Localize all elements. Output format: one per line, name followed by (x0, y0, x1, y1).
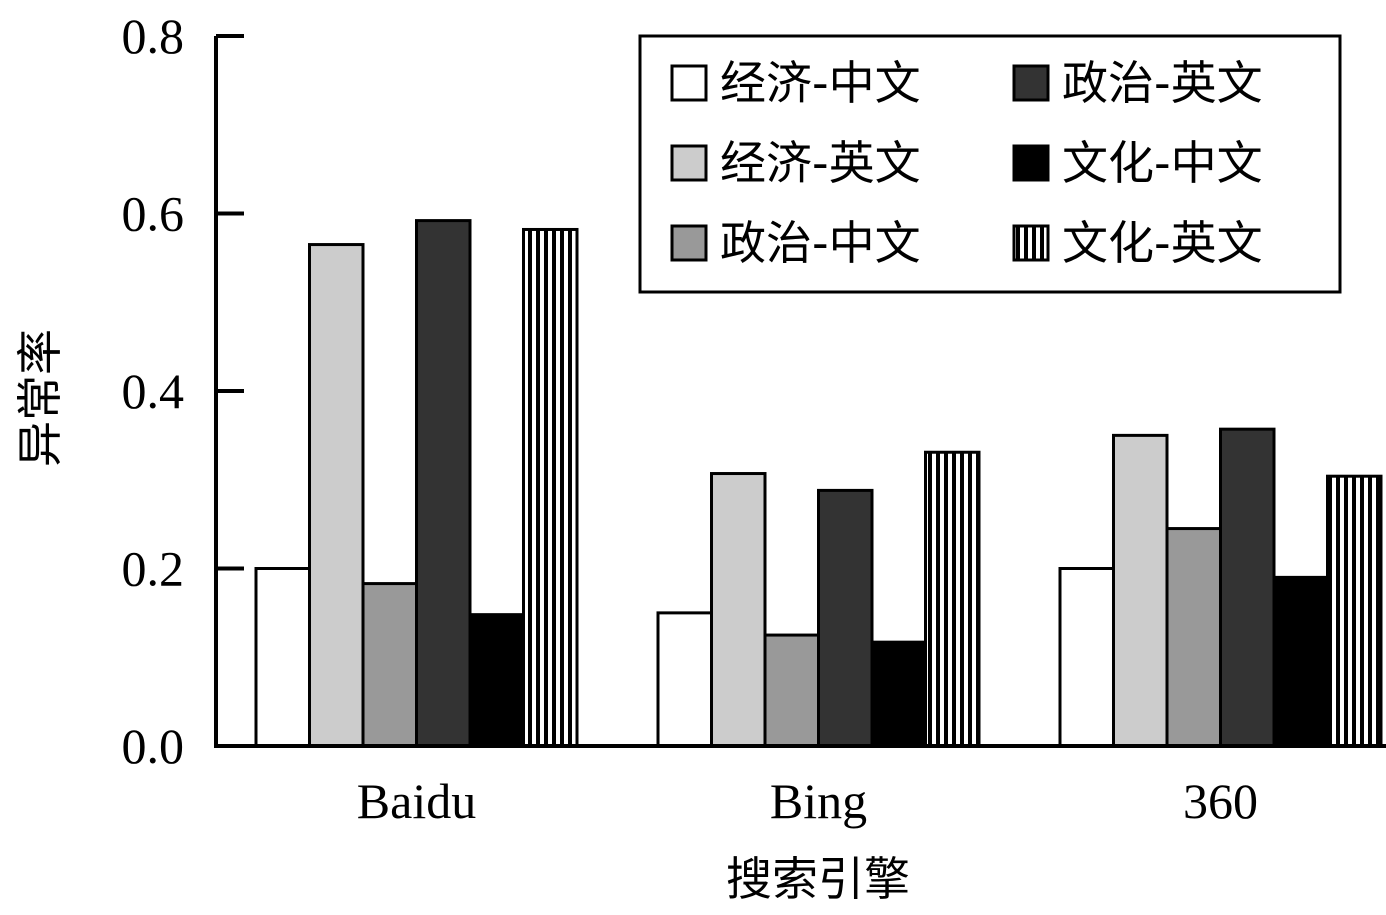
legend-label: 文化-中文 (1062, 136, 1263, 190)
x-tick-label: Bing (770, 773, 867, 829)
bar (710, 472, 767, 748)
y-tick-label: 0.6 (122, 186, 185, 242)
legend-swatch (670, 144, 708, 182)
legend-label: 文化-英文 (1062, 216, 1263, 270)
legend-swatch (1012, 224, 1050, 262)
legend-label: 经济-中文 (720, 56, 921, 110)
bar (1112, 433, 1169, 748)
y-tick-label: 0.0 (122, 718, 185, 774)
bar (924, 450, 981, 748)
bar (1058, 567, 1115, 748)
bars-layer (254, 219, 1383, 748)
legend-swatch (1012, 144, 1050, 182)
bar (763, 633, 820, 748)
bar (361, 582, 418, 748)
bar (468, 613, 525, 748)
bar (1219, 427, 1276, 748)
bar (522, 227, 579, 748)
bar (254, 567, 311, 748)
bar (1326, 474, 1383, 748)
bar (1165, 527, 1222, 748)
bar (308, 243, 365, 748)
legend-swatch (670, 224, 708, 262)
legend-label: 政治-英文 (1062, 56, 1263, 110)
y-tick-label: 0.2 (122, 541, 185, 597)
y-ticks: 0.0 0.2 0.4 0.6 0.8 (122, 8, 244, 774)
legend-swatch (670, 64, 708, 102)
bar (870, 640, 927, 748)
legend-swatch (1012, 64, 1050, 102)
y-axis-title: 异常率 (13, 329, 67, 467)
bar (656, 611, 713, 748)
bar (1272, 575, 1329, 748)
y-tick-label: 0.8 (122, 8, 185, 64)
bar (817, 488, 874, 748)
legend-frame (638, 34, 1342, 294)
x-axis-title: 搜索引擎 (726, 852, 910, 906)
x-tick-label: 360 (1183, 773, 1258, 829)
bar (415, 219, 472, 748)
y-tick-label: 0.4 (122, 363, 185, 419)
x-ticks: Baidu Bing 360 (357, 773, 1258, 829)
x-tick-label: Baidu (357, 773, 476, 829)
legend-label: 政治-中文 (720, 216, 921, 270)
legend-label: 经济-英文 (720, 136, 921, 190)
